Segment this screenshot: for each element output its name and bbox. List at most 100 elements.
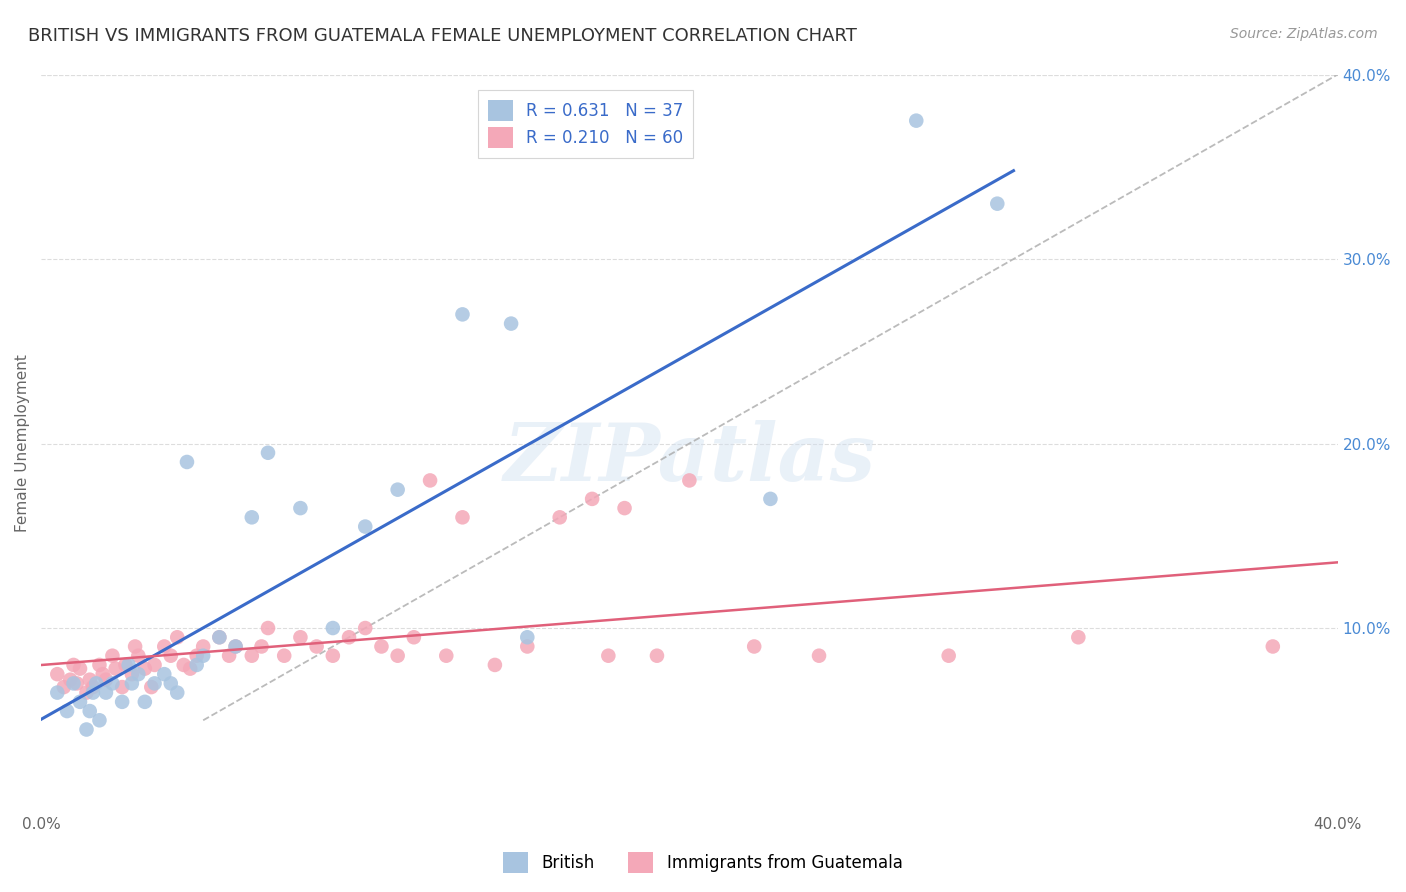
Point	[134, 695, 156, 709]
Point	[79, 673, 101, 687]
Point	[79, 704, 101, 718]
Point	[337, 630, 360, 644]
Point	[305, 640, 328, 654]
Point	[82, 685, 104, 699]
Point	[354, 621, 377, 635]
Point	[127, 648, 149, 663]
Point	[434, 648, 457, 663]
Point	[179, 662, 201, 676]
Legend: British, Immigrants from Guatemala: British, Immigrants from Guatemala	[496, 846, 910, 880]
Point	[387, 483, 409, 497]
Point	[193, 648, 215, 663]
Y-axis label: Female Unemployment: Female Unemployment	[15, 355, 30, 533]
Text: ZIPatlas: ZIPatlas	[503, 419, 876, 497]
Point	[322, 621, 344, 635]
Point	[240, 648, 263, 663]
Point	[166, 685, 188, 699]
Point	[114, 657, 136, 672]
Point	[240, 510, 263, 524]
Point	[250, 640, 273, 654]
Point	[101, 648, 124, 663]
Point	[127, 667, 149, 681]
Legend: R = 0.631   N = 37, R = 0.210   N = 60: R = 0.631 N = 37, R = 0.210 N = 60	[478, 90, 693, 158]
Point	[419, 474, 441, 488]
Point	[82, 680, 104, 694]
Point	[645, 648, 668, 663]
Point	[134, 662, 156, 676]
Point	[56, 704, 79, 718]
Point	[322, 648, 344, 663]
Point	[613, 501, 636, 516]
Point	[273, 648, 295, 663]
Point	[76, 723, 98, 737]
Point	[69, 695, 91, 709]
Point	[62, 676, 84, 690]
Point	[76, 685, 98, 699]
Point	[370, 640, 392, 654]
Point	[176, 455, 198, 469]
Point	[111, 695, 134, 709]
Point	[218, 648, 240, 663]
Point	[143, 657, 166, 672]
Point	[402, 630, 425, 644]
Point	[257, 621, 280, 635]
Point	[208, 630, 231, 644]
Point	[759, 491, 782, 506]
Point	[124, 640, 146, 654]
Point	[678, 474, 700, 488]
Point	[290, 630, 312, 644]
Point	[111, 680, 134, 694]
Point	[548, 510, 571, 524]
Point	[581, 491, 603, 506]
Point	[62, 657, 84, 672]
Point	[598, 648, 620, 663]
Point	[451, 307, 474, 321]
Point	[159, 676, 181, 690]
Point	[94, 685, 117, 699]
Point	[121, 676, 143, 690]
Point	[484, 657, 506, 672]
Point	[84, 676, 107, 690]
Point	[1067, 630, 1090, 644]
Point	[46, 685, 69, 699]
Point	[208, 630, 231, 644]
Point	[89, 657, 111, 672]
Point	[225, 640, 247, 654]
Point	[516, 630, 538, 644]
Point	[46, 667, 69, 681]
Point	[290, 501, 312, 516]
Point	[501, 317, 523, 331]
Point	[141, 680, 163, 694]
Point	[59, 673, 82, 687]
Point	[91, 667, 114, 681]
Point	[101, 676, 124, 690]
Point	[354, 519, 377, 533]
Point	[516, 640, 538, 654]
Point	[257, 446, 280, 460]
Point	[89, 713, 111, 727]
Point	[166, 630, 188, 644]
Point	[905, 113, 928, 128]
Point	[938, 648, 960, 663]
Point	[66, 676, 89, 690]
Point	[159, 648, 181, 663]
Point	[117, 657, 139, 672]
Point	[225, 640, 247, 654]
Text: BRITISH VS IMMIGRANTS FROM GUATEMALA FEMALE UNEMPLOYMENT CORRELATION CHART: BRITISH VS IMMIGRANTS FROM GUATEMALA FEM…	[28, 27, 858, 45]
Point	[69, 662, 91, 676]
Point	[808, 648, 831, 663]
Point	[186, 657, 208, 672]
Point	[153, 667, 176, 681]
Point	[193, 640, 215, 654]
Point	[173, 657, 195, 672]
Point	[153, 640, 176, 654]
Point	[121, 667, 143, 681]
Point	[451, 510, 474, 524]
Point	[1261, 640, 1284, 654]
Text: Source: ZipAtlas.com: Source: ZipAtlas.com	[1230, 27, 1378, 41]
Point	[986, 196, 1008, 211]
Point	[742, 640, 765, 654]
Point	[104, 662, 127, 676]
Point	[143, 676, 166, 690]
Point	[52, 680, 75, 694]
